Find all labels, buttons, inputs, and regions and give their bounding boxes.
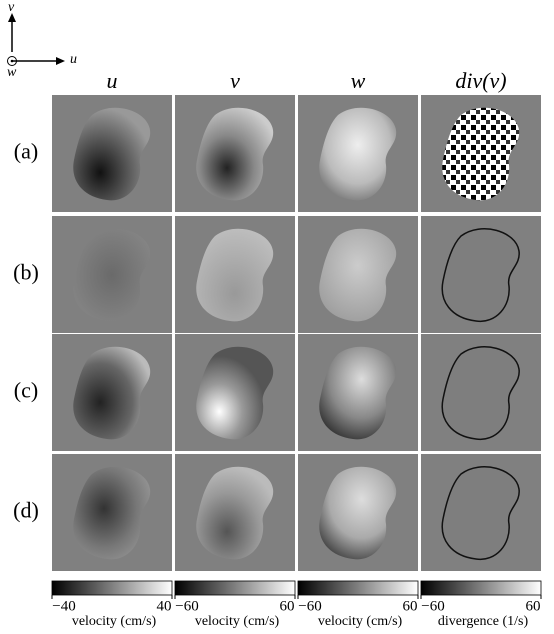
image-panel: [298, 95, 418, 212]
axis-label: u: [70, 52, 77, 67]
axis-label: v: [8, 0, 15, 15]
column-header: u: [107, 68, 118, 93]
colorbar-label: velocity (cm/s): [318, 614, 403, 629]
column-header: w: [351, 68, 366, 93]
axis-label: w: [7, 65, 17, 80]
image-panel: [175, 334, 295, 451]
image-panel: [175, 95, 295, 212]
row-label: (b): [13, 260, 39, 285]
colorbar: [421, 581, 541, 595]
axis-icon: v u w: [7, 0, 77, 80]
image-panel: [175, 454, 295, 571]
image-panel: [52, 334, 172, 451]
image-panel: [421, 216, 541, 333]
colorbar-tick-label: 60: [526, 598, 541, 614]
image-panel: [421, 454, 541, 571]
colorbar: [298, 581, 418, 595]
colorbar-label: velocity (cm/s): [72, 614, 157, 629]
row-label: (d): [13, 498, 39, 523]
image-panel: [421, 95, 541, 212]
colorbar-tick-label: 60: [280, 598, 295, 614]
image-panel: [298, 216, 418, 333]
column-header: div(ν): [455, 68, 506, 93]
image-panel: [52, 216, 172, 333]
column-header: v: [230, 68, 240, 93]
image-panel: [421, 334, 541, 451]
colorbar: [52, 581, 172, 595]
colorbar-label: velocity (cm/s): [195, 614, 280, 629]
colorbar-tick-label: 60: [403, 598, 418, 614]
image-panel: [175, 216, 295, 333]
image-panel: [52, 95, 172, 212]
colorbar-tick-label: −60: [298, 598, 321, 614]
colorbar-tick-label: 40: [157, 598, 172, 614]
colorbar: [175, 581, 295, 595]
row-label: (c): [14, 378, 38, 403]
figure: v u w u−4040velocity (cm/s)v−6060velocit…: [0, 0, 554, 634]
image-panel: [52, 454, 172, 571]
colorbar-tick-label: −60: [421, 598, 444, 614]
colorbar-tick-label: −40: [52, 598, 75, 614]
image-panel: [298, 334, 418, 451]
row-label: (a): [14, 139, 38, 164]
colorbar-tick-label: −60: [175, 598, 198, 614]
image-panel: [298, 454, 418, 571]
colorbar-label: divergence (1/s): [438, 614, 529, 629]
